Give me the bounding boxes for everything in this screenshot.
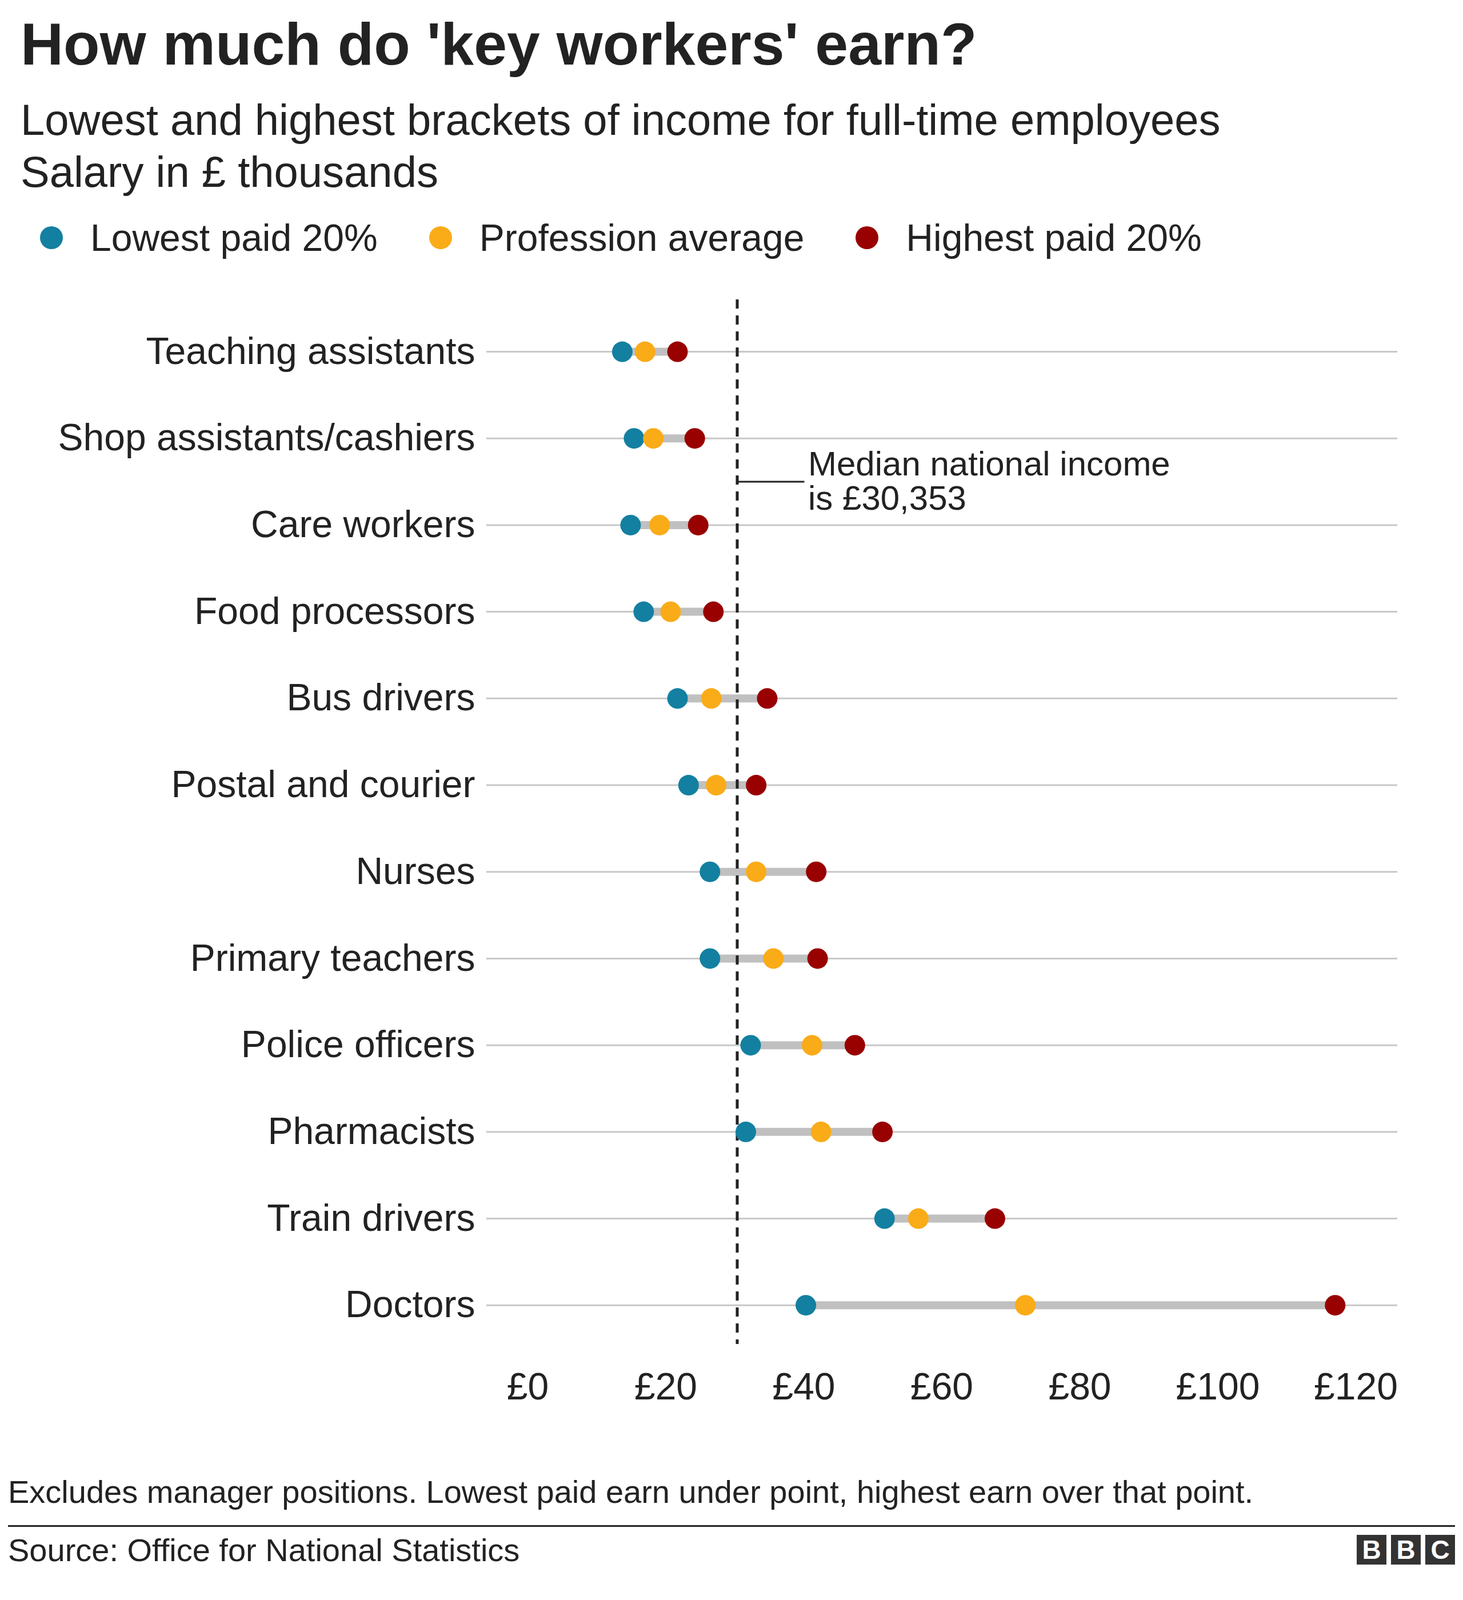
html-text:Lowest paid 20%: Lowest paid 20%	[90, 216, 378, 259]
html-text:Profession average: Profession average	[479, 216, 805, 259]
svg-text:Police officers: Police officers	[241, 1022, 476, 1066]
svg-text:£120: £120	[1313, 1365, 1398, 1408]
svg-text:£60: £60	[910, 1365, 974, 1408]
html-text:Lowest and highest brackets of: Lowest and highest brackets of income fo…	[20, 95, 1221, 196]
html-text:B: B	[1396, 1535, 1416, 1566]
svg-text:Pharmacists: Pharmacists	[267, 1109, 475, 1153]
html-text:C: C	[1430, 1535, 1450, 1566]
svg-text:Bus drivers: Bus drivers	[286, 676, 475, 719]
html-text:Source: Office for National St: Source: Office for National Statistics	[8, 1532, 520, 1569]
html-text:B: B	[1362, 1535, 1382, 1566]
svg-text:£40: £40	[772, 1365, 835, 1408]
html-text:Highest paid 20%: Highest paid 20%	[905, 216, 1202, 259]
svg-text:£0: £0	[506, 1365, 549, 1408]
svg-text:£20: £20	[634, 1365, 698, 1408]
svg-text:Median national incomeis £30,3: Median national incomeis £30,353	[808, 444, 1171, 518]
svg-text:Postal and courier: Postal and courier	[171, 762, 476, 806]
svg-text:Teaching assistants: Teaching assistants	[146, 329, 476, 373]
svg-text:£80: £80	[1048, 1365, 1111, 1408]
svg-text:Train drivers: Train drivers	[266, 1196, 475, 1239]
svg-text:£100: £100	[1176, 1365, 1261, 1408]
svg-text:Primary teachers: Primary teachers	[190, 936, 476, 979]
html-text:How much do 'key workers' earn: How much do 'key workers' earn?	[20, 10, 977, 78]
svg-text:Food processors: Food processors	[194, 589, 476, 633]
svg-text:Doctors: Doctors	[345, 1282, 475, 1326]
svg-text:Nurses: Nurses	[355, 849, 475, 893]
svg-text:Shop assistants/cashiers: Shop assistants/cashiers	[57, 416, 475, 459]
svg-text:Care workers: Care workers	[250, 502, 475, 546]
html-text:Excludes manager positions. Lo: Excludes manager positions. Lowest paid …	[8, 1473, 1254, 1510]
